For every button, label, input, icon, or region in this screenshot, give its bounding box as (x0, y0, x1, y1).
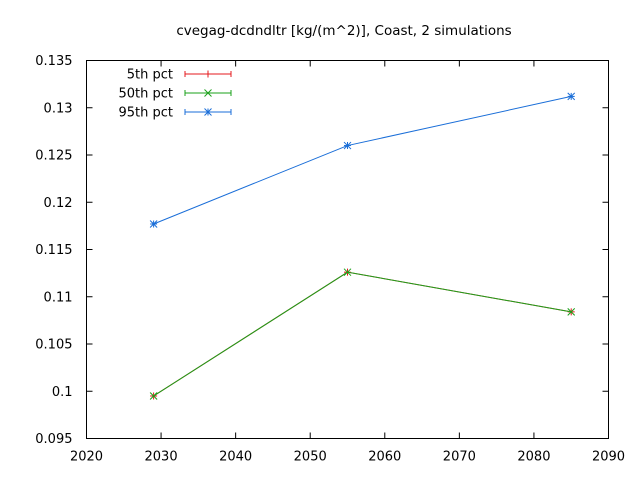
legend-marker (204, 70, 212, 78)
y-tick-label: 0.11 (44, 290, 73, 305)
x-tick-label: 2070 (443, 450, 476, 465)
data-point (149, 220, 158, 228)
y-tick-label: 0.12 (44, 196, 73, 211)
series-1 (150, 268, 575, 400)
x-tick-label: 2030 (145, 450, 178, 465)
y-tick-label: 0.115 (35, 243, 72, 258)
legend-item-1: 5th pct (127, 68, 232, 83)
y-tick-label: 0.13 (44, 101, 73, 116)
y-tick-label: 0.095 (35, 432, 72, 447)
axis-ticks: 2020 2030 2040 2050 2060 2070 2080 2090 0.095 0.1… (35, 54, 625, 465)
x-tick-label: 2090 (592, 450, 625, 465)
x-tick-label: 2050 (294, 450, 327, 465)
y-tick-label: 0.125 (35, 149, 72, 164)
series-line (153, 271, 572, 397)
legend-label: 50th pct (118, 87, 173, 102)
y-tick-label: 0.135 (35, 54, 72, 69)
legend-item-3: 95th pct (118, 106, 232, 121)
series-line (153, 271, 572, 397)
legend-label: 95th pct (118, 106, 173, 121)
series-line (153, 95, 572, 225)
chart-title: cvegag-dcdndltr [kg/(m^2)], Coast, 2 sim… (176, 23, 511, 39)
x-tick-label: 2040 (219, 450, 252, 465)
data-point (567, 92, 576, 101)
data-point (343, 268, 352, 277)
data-point (149, 392, 158, 400)
y-tick-label: 0.105 (35, 338, 72, 353)
legend-marker (204, 108, 212, 116)
series-2 (149, 268, 576, 400)
legend: 5th pct 50th pct 95th pct (118, 68, 232, 121)
legend-label: 5th pct (127, 68, 173, 83)
x-tick-label: 2060 (368, 450, 401, 465)
series-layer (149, 92, 576, 400)
x-tick-label: 2020 (70, 450, 103, 465)
y-tick-label: 0.1 (52, 385, 73, 400)
legend-marker (204, 89, 212, 97)
series-3 (149, 92, 576, 228)
x-tick-label: 2080 (517, 450, 550, 465)
data-point (343, 141, 352, 150)
data-point (567, 308, 576, 316)
legend-item-2: 50th pct (118, 87, 232, 102)
